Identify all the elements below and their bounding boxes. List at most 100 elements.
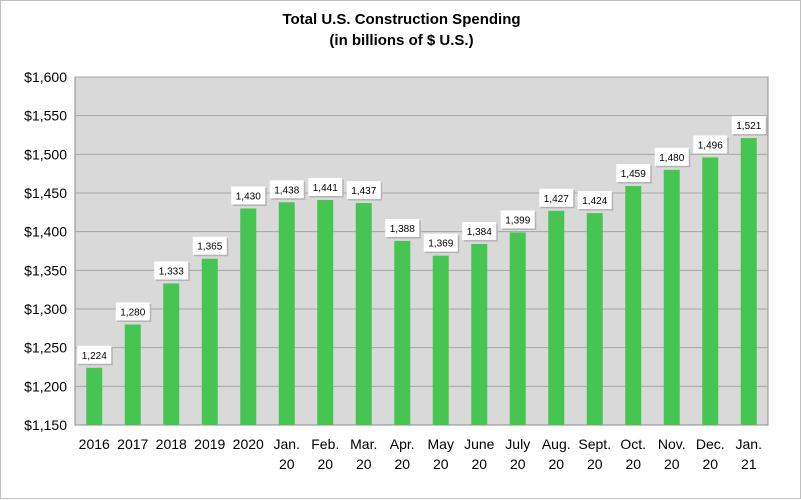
x-tick-label: 20 (510, 456, 526, 472)
data-label: 1,437 (346, 181, 383, 201)
data-label: 1,280 (115, 302, 152, 322)
bar (86, 367, 103, 425)
y-tick-label: $1,250 (24, 340, 67, 356)
data-label-text: 1,480 (659, 153, 684, 164)
x-tick-label: Dec. (696, 436, 725, 452)
data-label-box (192, 236, 227, 255)
data-label-text: 1,430 (236, 191, 261, 202)
x-tick-label: 20 (664, 456, 680, 472)
data-label-text: 1,437 (351, 186, 376, 197)
gridlines (75, 76, 768, 387)
x-tick-label: 2016 (79, 436, 110, 452)
bar (201, 258, 218, 425)
data-label-box (269, 180, 304, 199)
x-tick-label: June (464, 436, 495, 452)
bar (394, 240, 411, 425)
x-tick-label: Jan. (736, 436, 762, 452)
bar (163, 283, 180, 425)
x-tick-label: 20 (356, 456, 372, 472)
data-label-text: 1,427 (544, 194, 569, 205)
data-label-text: 1,521 (736, 121, 761, 132)
x-tick-label: 2020 (233, 436, 264, 452)
chart-subtitle: (in billions of $ U.S.) (329, 32, 474, 49)
bar (278, 202, 295, 425)
chart-title-block: Total U.S. Construction Spending (in bil… (1, 9, 801, 51)
x-tick-label: Aug. (542, 436, 571, 452)
data-label: 1,384 (462, 222, 498, 242)
data-label: 1,365 (192, 236, 229, 257)
data-label-box (231, 186, 266, 205)
data-label-box (423, 233, 458, 252)
x-tick-label: Feb. (311, 436, 339, 452)
y-tick-label: $1,550 (24, 108, 67, 124)
bar (586, 213, 603, 425)
data-label-text: 1,399 (505, 215, 530, 226)
bar (432, 255, 449, 425)
data-label-text: 1,459 (621, 169, 646, 180)
x-tick-label: Sept. (578, 436, 611, 452)
data-label: 1,333 (154, 261, 190, 281)
x-tick-label: 20 (317, 456, 333, 472)
data-label: 1,438 (269, 180, 306, 200)
data-label-box (115, 302, 150, 321)
data-label-text: 1,365 (197, 242, 222, 253)
data-label: 1,388 (385, 218, 421, 239)
x-tick-label: 20 (433, 456, 449, 472)
data-label-text: 1,369 (428, 239, 453, 250)
data-label: 1,369 (423, 233, 460, 254)
y-tick-label: $1,450 (24, 185, 67, 201)
data-label-box (308, 177, 343, 196)
chart-title: Total U.S. Construction Spending (282, 11, 521, 28)
x-tick-label: Jan. (274, 436, 300, 452)
x-tick-label: Oct. (620, 436, 646, 452)
data-label-box (77, 345, 112, 364)
data-label-text: 1,496 (698, 140, 723, 151)
x-tick-label: 2019 (194, 436, 225, 452)
data-label: 1,480 (654, 147, 691, 168)
data-label-text: 1,333 (159, 266, 184, 277)
data-label-text: 1,388 (390, 224, 415, 235)
y-tick-label: $1,350 (24, 262, 67, 278)
x-tick-label: Apr. (390, 436, 415, 452)
data-label-box (539, 188, 574, 207)
y-axis: $1,150 $1,200 $1,250 $1,300 $1,350 $1,400 $1,4… (24, 69, 67, 433)
data-label-box (731, 116, 766, 135)
bar (317, 199, 334, 425)
y-tick-label: $1,200 (24, 378, 67, 394)
data-labels: 1,224 1,280 1,333 1,365 1,430 1,438 1,441 1,437… (77, 116, 768, 366)
data-label: 1,427 (539, 188, 575, 209)
data-label-box (385, 218, 420, 237)
bar (663, 169, 680, 425)
x-tick-label: May (428, 436, 454, 452)
x-tick-label: 2017 (117, 436, 148, 452)
data-label-text: 1,280 (120, 307, 145, 318)
data-label: 1,496 (693, 135, 729, 155)
y-tick-label: $1,600 (24, 69, 67, 85)
data-label-box (346, 181, 381, 200)
data-label: 1,430 (231, 186, 267, 206)
bar (124, 324, 141, 425)
data-label-box (616, 164, 651, 183)
bar (740, 138, 757, 426)
data-label: 1,424 (577, 191, 614, 211)
data-label-box (577, 191, 612, 210)
data-label: 1,521 (731, 116, 768, 136)
data-label: 1,459 (616, 164, 652, 184)
plot-area (74, 76, 769, 426)
data-label-text: 1,424 (582, 196, 607, 207)
x-axis: 2016 2017 2018 2019 2020 Jan.20Feb.20Mar.20Ap… (79, 436, 762, 472)
data-label-box (500, 210, 535, 229)
y-tick-label: $1,150 (24, 417, 67, 433)
bar (548, 210, 565, 425)
data-label-box (462, 222, 497, 241)
x-tick-label: 20 (279, 456, 295, 472)
data-label: 1,399 (500, 210, 537, 230)
y-tick-label: $1,400 (24, 224, 67, 240)
x-tick-label: 21 (741, 456, 757, 472)
data-label-box (693, 135, 728, 154)
bar (355, 203, 372, 425)
data-label: 1,224 (77, 345, 113, 366)
y-tick-label: $1,500 (24, 146, 67, 162)
x-tick-label: 20 (471, 456, 487, 472)
